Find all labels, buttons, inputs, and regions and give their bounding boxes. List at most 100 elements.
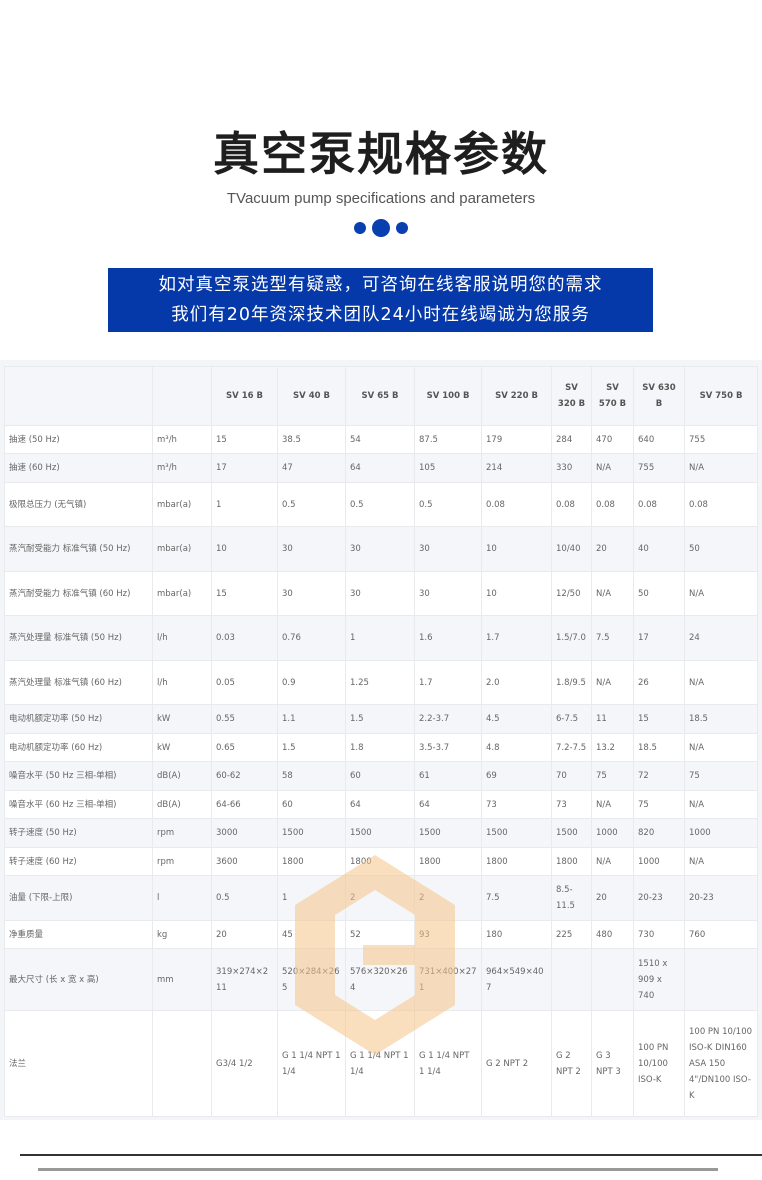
- table-cell: 73: [551, 790, 592, 819]
- table-cell: N/A: [684, 733, 758, 762]
- decorative-dots: [0, 219, 762, 237]
- table-cell: 1.1: [277, 704, 346, 734]
- row-unit: [152, 1010, 212, 1117]
- row-unit: l: [152, 875, 212, 921]
- table-cell: 755: [633, 453, 685, 483]
- table-cell: 75: [684, 761, 758, 791]
- table-cell: 0.76: [277, 615, 346, 661]
- table-cell: 4.5: [481, 704, 552, 734]
- table-cell: [591, 948, 634, 1011]
- table-cell: 72: [633, 761, 685, 791]
- table-cell: 20-23: [684, 875, 758, 921]
- dot-icon: [354, 222, 366, 234]
- table-cell: 2: [414, 875, 482, 921]
- row-unit: rpm: [152, 847, 212, 876]
- table-cell: 69: [481, 761, 552, 791]
- table-cell: N/A: [684, 660, 758, 705]
- table-cell: 1.6: [414, 615, 482, 661]
- table-cell: G 1 1/4 NPT 1 1/4: [345, 1010, 415, 1117]
- table-cell: 1500: [277, 818, 346, 848]
- table-cell: 0.03: [211, 615, 278, 661]
- table-row: 噪音水平 (50 Hz 三相-单相) dB(A) 60-62 58 60 61 69 70 75…: [4, 761, 758, 791]
- table-cell: 0.05: [211, 660, 278, 705]
- table-cell: 7.5: [481, 875, 552, 921]
- table-cell: 70: [551, 761, 592, 791]
- table-cell: 60: [345, 761, 415, 791]
- table-row: 蒸汽处理量 标准气镇 (50 Hz) l/h 0.03 0.76 1 1.6 1.7 1.5/…: [4, 615, 758, 661]
- table-cell: 755: [684, 425, 758, 454]
- row-label: 转子速度 (50 Hz): [4, 818, 153, 848]
- table-cell: 470: [591, 425, 634, 454]
- table-cell: 13.2: [591, 733, 634, 762]
- row-unit: mbar(a): [152, 526, 212, 572]
- table-cell: 40: [633, 526, 685, 572]
- column-header: [152, 366, 212, 426]
- table-cell: G 1 1/4 NPT 1 1/4: [277, 1010, 346, 1117]
- table-row: 转子速度 (50 Hz) rpm 3000 1500 1500 1500 1500 1500 1…: [4, 818, 758, 848]
- table-cell: 1.7: [481, 615, 552, 661]
- table-cell: [551, 948, 592, 1011]
- table-cell: 47: [277, 453, 346, 483]
- table-cell: G 1 1/4 NPT 1 1/4: [414, 1010, 482, 1117]
- table-row: 噪音水平 (60 Hz 三相-单相) dB(A) 64-66 60 64 64 73 73 N/…: [4, 790, 758, 819]
- table-cell: 64: [345, 453, 415, 483]
- table-cell: 1.5/7.0: [551, 615, 592, 661]
- table-cell: 1: [345, 615, 415, 661]
- table-cell: 480: [591, 920, 634, 949]
- divider: [38, 1168, 718, 1171]
- table-cell: 1000: [684, 818, 758, 848]
- table-cell: 964×549×407: [481, 948, 552, 1011]
- table-cell: 3000: [211, 818, 278, 848]
- table-cell: 10: [481, 571, 552, 616]
- table-cell: 1: [211, 482, 278, 527]
- table-cell: 11: [591, 704, 634, 734]
- table-cell: 30: [414, 571, 482, 616]
- row-unit: mbar(a): [152, 571, 212, 616]
- table-cell: 730: [633, 920, 685, 949]
- table-cell: 1800: [551, 847, 592, 876]
- table-cell: 24: [684, 615, 758, 661]
- table-cell: N/A: [684, 847, 758, 876]
- table-cell: 1.8: [345, 733, 415, 762]
- table-row: 蒸汽耐受能力 标准气镇 (60 Hz) mbar(a) 15 30 30 30 10 12/5…: [4, 571, 758, 616]
- table-cell: N/A: [684, 453, 758, 483]
- dot-icon: [396, 222, 408, 234]
- column-header: SV 630 B: [633, 366, 685, 426]
- table-cell: 1500: [551, 818, 592, 848]
- table-row: 电动机额定功率 (60 Hz) kW 0.65 1.5 1.8 3.5-3.7 4.8 7.2…: [4, 733, 758, 762]
- row-unit: m³/h: [152, 425, 212, 454]
- table-cell: 0.5: [414, 482, 482, 527]
- row-unit: kg: [152, 920, 212, 949]
- table-cell: 8.5-11.5: [551, 875, 592, 921]
- row-unit: kW: [152, 733, 212, 762]
- table-cell: 100 PN 10/100 ISO-K DIN160 ASA 150 4"/DN…: [684, 1010, 758, 1117]
- table-cell: 17: [211, 453, 278, 483]
- row-unit: mbar(a): [152, 482, 212, 527]
- table-cell: 1000: [591, 818, 634, 848]
- row-label: 转子速度 (60 Hz): [4, 847, 153, 876]
- table-cell: 0.5: [277, 482, 346, 527]
- table-cell: 1500: [345, 818, 415, 848]
- table-cell: 10: [481, 526, 552, 572]
- table-cell: 319×274×211: [211, 948, 278, 1011]
- table-row: 电动机额定功率 (50 Hz) kW 0.55 1.1 1.5 2.2-3.7 4.5 6-7…: [4, 704, 758, 734]
- table-cell: N/A: [684, 571, 758, 616]
- table-cell: 1500: [414, 818, 482, 848]
- row-label: 最大尺寸 (长 x 宽 x 高): [4, 948, 153, 1011]
- table-cell: 87.5: [414, 425, 482, 454]
- table-cell: 2.2-3.7: [414, 704, 482, 734]
- column-header: SV 220 B: [481, 366, 552, 426]
- row-unit: l/h: [152, 660, 212, 705]
- table-cell: 180: [481, 920, 552, 949]
- table-cell: 1.8/9.5: [551, 660, 592, 705]
- column-header: SV 65 B: [345, 366, 415, 426]
- table-cell: 0.55: [211, 704, 278, 734]
- table-row: 净重质量 kg 20 45 52 93 180 225 480 730 760: [4, 920, 758, 949]
- row-unit: m³/h: [152, 453, 212, 483]
- spec-table-container: SV 16 B SV 40 B SV 65 B SV 100 B SV 220 B SV …: [0, 360, 762, 1120]
- table-cell: 1.25: [345, 660, 415, 705]
- table-cell: 0.5: [211, 875, 278, 921]
- table-row: 转子速度 (60 Hz) rpm 3600 1800 1800 1800 1800 1800 N…: [4, 847, 758, 876]
- table-cell: 17: [633, 615, 685, 661]
- table-cell: 6-7.5: [551, 704, 592, 734]
